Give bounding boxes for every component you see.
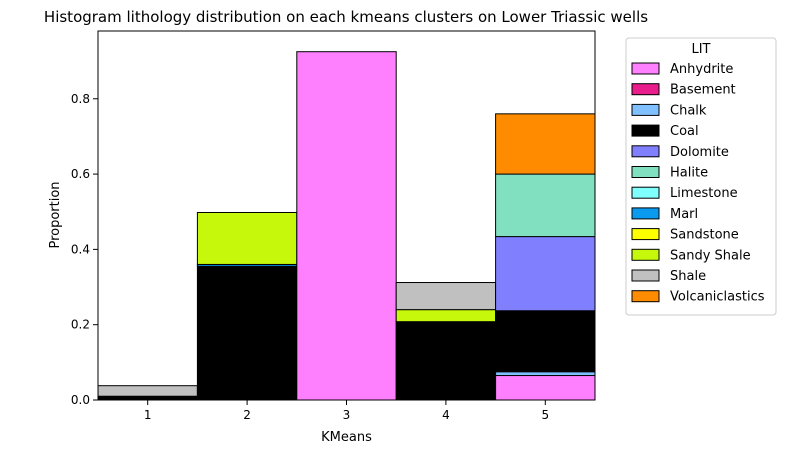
legend-entry: Marl	[670, 207, 698, 222]
legend: LIT Anhydrite Basement Chalk Coal Dolomite Ha…	[625, 37, 777, 316]
bar-coal-cluster-2	[196, 265, 298, 401]
bar-shale-cluster-4	[395, 282, 497, 311]
x-tick-label: 4	[442, 408, 450, 422]
y-tick-label: 0.6	[71, 167, 90, 181]
legend-swatch	[631, 145, 660, 158]
bars-group	[97, 51, 596, 401]
legend-entry: Halite	[670, 166, 708, 181]
legend-swatch	[631, 207, 660, 220]
bar-anhydrite-cluster-3	[296, 51, 397, 401]
plot-frame	[97, 30, 596, 401]
bar-coal-cluster-4	[395, 321, 497, 401]
legend-box	[625, 37, 777, 316]
legend-swatch	[631, 124, 660, 137]
legend-entry: Anhydrite	[670, 62, 733, 77]
legend-entry: Shale	[670, 269, 706, 284]
bar-volcaniclastics-cluster-5	[495, 113, 596, 175]
y-tick-label: 0.8	[71, 92, 90, 106]
bar-anhydrite-cluster-5	[495, 375, 596, 401]
legend-swatch	[631, 83, 660, 96]
legend-entry: Sandy Shale	[670, 248, 751, 263]
bar-coal-cluster-1	[97, 395, 198, 401]
bar-chalk-cluster-5	[495, 371, 596, 377]
x-tick-label: 3	[343, 408, 351, 422]
bar-sandy-shale-cluster-4	[395, 309, 497, 323]
legend-swatch	[631, 290, 660, 303]
bar-coal-cluster-5	[495, 310, 596, 373]
legend-entry: Volcaniclastics	[670, 290, 765, 305]
y-axis-label: Proportion	[48, 181, 63, 248]
chart-title: Histogram lithology distribution on each…	[44, 8, 648, 26]
legend-entry: Basement	[670, 83, 736, 98]
legend-swatch	[631, 228, 660, 241]
bar-halite-cluster-5	[495, 173, 596, 238]
legend-title: LIT	[691, 42, 710, 57]
legend-swatch	[631, 269, 660, 282]
legend-swatch	[631, 103, 660, 116]
x-tick-label: 1	[144, 408, 152, 422]
legend-swatch	[631, 62, 660, 75]
y-tick-label: 0.0	[71, 393, 90, 407]
legend-swatch	[631, 186, 660, 199]
legend-entry: Chalk	[670, 103, 707, 118]
legend-entry: Coal	[670, 124, 699, 139]
legend-entry: Sandstone	[670, 228, 739, 243]
y-tick-label: 0.2	[71, 318, 90, 332]
legend-entry: Limestone	[670, 186, 738, 201]
legend-swatch	[631, 166, 660, 178]
legend-swatch	[631, 248, 660, 261]
x-tick-label: 5	[541, 408, 549, 422]
bar-dolomite-cluster-5	[495, 236, 596, 312]
x-tick-label: 2	[243, 408, 251, 422]
y-tick-label: 0.4	[71, 242, 90, 256]
bar-shale-cluster-1	[97, 385, 198, 397]
x-axis: 1 2 3 4 5	[144, 400, 549, 422]
bar-sandy-shale-cluster-2	[196, 211, 298, 265]
legend-items: Anhydrite Basement Chalk Coal Dolomite Halite…	[631, 62, 765, 305]
legend-entry: Dolomite	[670, 145, 729, 160]
x-axis-label: KMeans	[321, 430, 372, 445]
y-axis: 0.0 0.2 0.4 0.6 0.8	[71, 92, 98, 407]
